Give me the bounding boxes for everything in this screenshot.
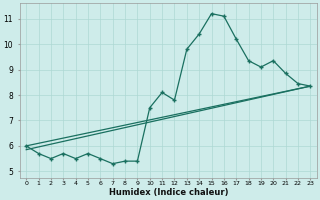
X-axis label: Humidex (Indice chaleur): Humidex (Indice chaleur) — [108, 188, 228, 197]
